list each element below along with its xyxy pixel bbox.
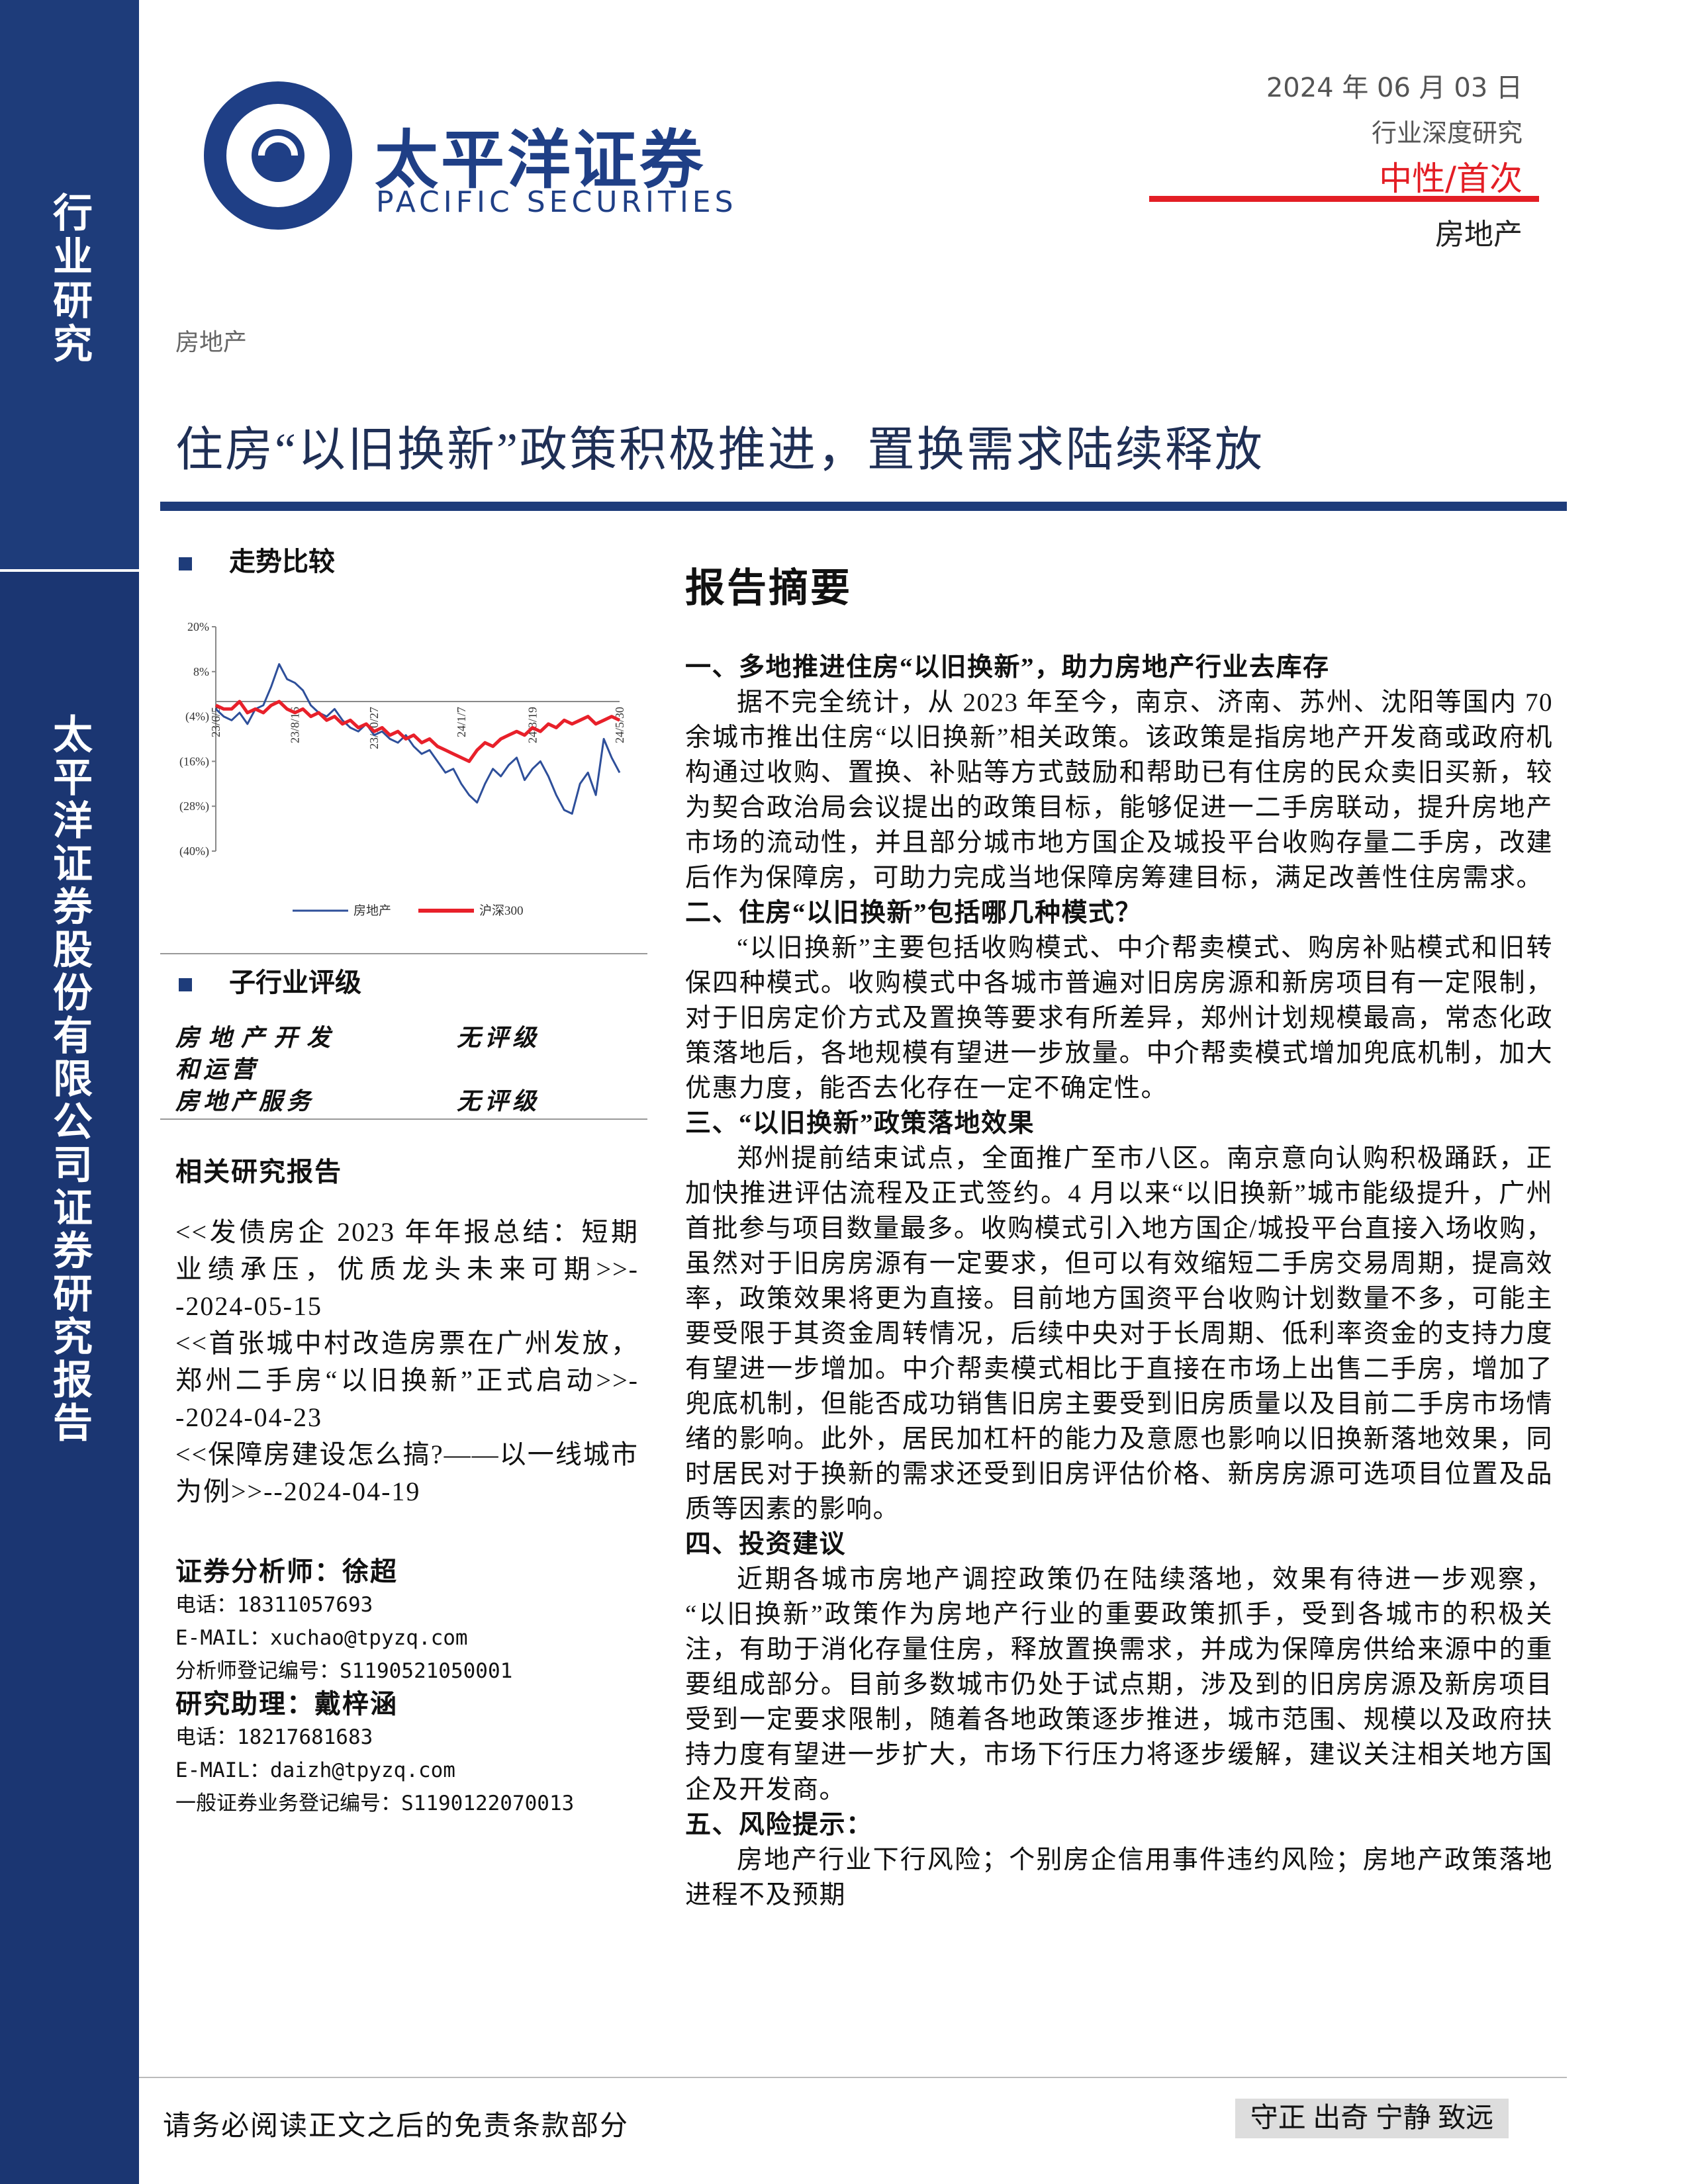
logo-ring-blue: [204, 81, 352, 230]
motto: 守正 出奇 宁静 致远: [1235, 2099, 1509, 2138]
logo-swirl: [258, 136, 298, 156]
related-title: 相关研究报告: [175, 1157, 342, 1187]
logo: [189, 46, 352, 254]
y-tick-label: 8%: [193, 665, 209, 678]
summary-title: 报告摘要: [685, 567, 852, 610]
related-report: <<保障房建设怎么搞?——以一线城市为例>>--2024-04-19: [175, 1439, 639, 1506]
analyst-line: 电话：18311057693: [175, 1593, 373, 1617]
legend-label: 沪深300: [479, 903, 524, 918]
y-tick-label: (16%): [179, 754, 209, 768]
rating: 中性/首次: [1379, 159, 1523, 198]
section-text: 近期各城市房地产调控政策仍在陆续落地，效果有待进一步观察，“以旧换新”政策作为房…: [685, 1565, 1553, 1804]
industry: 房地产: [1435, 218, 1523, 251]
sidebar-bottom: 太平洋证券股份有限公司证券研究报告: [0, 572, 139, 2184]
summary-body: 一、多地推进住房“以旧换新”，助力房地产行业去库存据不完全统计，从 2023 年…: [685, 650, 1553, 1913]
section-heading: 一、多地推进住房“以旧换新”，助力房地产行业去库存: [685, 653, 1330, 682]
analyst-title: 研究助理：戴梓涵: [175, 1689, 398, 1719]
report-title: 住房“以旧换新”政策积极推进，置换需求陆续释放: [175, 424, 1264, 477]
analyst-line: 分析师登记编号：S1190521050001: [175, 1659, 513, 1683]
sub-rating: 无评级: [457, 1088, 541, 1115]
y-tick-label: (40%): [179, 844, 209, 858]
sidebar-divider: [0, 569, 139, 572]
analysts: 证券分析师：徐超电话：18311057693 E-MAIL：xuchao@tpyz…: [175, 1555, 647, 1820]
section-text: 房地产行业下行风险；个别房企信用事件违约风险；房地产政策落地进程不及预期: [685, 1846, 1553, 1909]
legend-label: 房地产: [353, 903, 391, 918]
y-tick-label: (28%): [179, 799, 209, 813]
report-type: 行业深度研究: [1371, 118, 1523, 148]
chart-rule: [160, 953, 647, 954]
x-tick-label: 23/10/27: [367, 707, 381, 749]
related-list: <<发债房企 2023 年年报总结：短期业绩承压，优质龙头未来可期>>--202…: [175, 1214, 639, 1510]
report-date: 2024 年 06 月 03 日: [1266, 73, 1523, 103]
trend-heading: 走势比较: [179, 540, 335, 578]
y-tick-label: 20%: [187, 620, 209, 633]
x-tick-label: 23/6/5: [209, 707, 222, 737]
analyst-title: 证券分析师：徐超: [175, 1557, 398, 1586]
analyst-line: E-MAIL：xuchao@tpyzq.com: [175, 1626, 468, 1650]
trend-chart: 20% 8% (4%) (16%) (28%) (40%) 23/6/5 23/8/16 23/…: [179, 620, 626, 918]
analyst-line: 一般证券业务登记编号：S1190122070013: [175, 1792, 575, 1815]
rating-row: 房地产服务 无评级: [175, 1085, 647, 1117]
table-rule: [160, 1118, 647, 1120]
x-tick-label: 23/8/16: [289, 707, 302, 743]
section-heading: 四、投资建议: [685, 1530, 847, 1559]
section-text: “以旧换新”主要包括收购模式、中介帮卖模式、购房补贴模式和旧转保四种模式。收购模…: [685, 934, 1553, 1103]
related-report: <<首张城中村改造房票在广州发放，郑州二手房“以旧换新”正式启动>>--2024…: [175, 1328, 639, 1432]
bullet: [179, 978, 192, 991]
series-line: [214, 663, 621, 815]
sub-rating-table: 房地产开发和运营 无评级 房地产服务 无评级: [175, 1022, 647, 1117]
section-heading: 三、“以旧换新”政策落地效果: [685, 1109, 1035, 1138]
section-heading: 五、风险提示：: [685, 1811, 873, 1839]
x-tick-label: 24/3/19: [526, 707, 539, 743]
sub-rating-title: 子行业评级: [229, 968, 361, 997]
sidebar-top: 行业研究: [0, 0, 139, 569]
x-tick-label: 24/1/7: [455, 707, 468, 737]
rating-row: 房地产开发和运营 无评级: [175, 1022, 647, 1085]
disclaimer: 请务必阅读正文之后的免责条款部分: [163, 2111, 630, 2142]
title-rule: [160, 502, 1567, 511]
rating-rule: [1149, 196, 1539, 202]
logo-cn: 太平洋证券: [375, 123, 706, 197]
bullet: [179, 557, 192, 570]
trend-title: 走势比较: [229, 547, 335, 576]
sub-industry: 房地产服务: [175, 1088, 315, 1115]
rating-heading: 子行业评级: [179, 961, 361, 999]
logo-en: PACIFIC SECURITIES: [376, 185, 737, 219]
y-tick-label: (4%): [185, 710, 209, 724]
sub-industry: 房地产开发和运营: [175, 1024, 334, 1083]
series-line: [214, 700, 621, 763]
footer-rule: [139, 2077, 1567, 2078]
sub-rating: 无评级: [457, 1024, 541, 1051]
analyst-line: E-MAIL：daizh@tpyzq.com: [175, 1758, 455, 1782]
related-report: <<发债房企 2023 年年报总结：短期业绩承压，优质龙头未来可期>>--202…: [175, 1217, 639, 1321]
section-heading: 二、住房“以旧换新”包括哪几种模式？: [685, 899, 1143, 927]
category: 房地产: [175, 329, 248, 356]
x-tick-label: 24/5/30: [613, 707, 626, 743]
analyst-line: 电话：18217681683: [175, 1725, 373, 1749]
section-text: 郑州提前结束试点，全面推广至市八区。南京意向认购积极踊跃，正加快推进评估流程及正…: [685, 1144, 1553, 1524]
section-text: 据不完全统计，从 2023 年至今，南京、济南、苏州、沈阳等国内 70 余城市推…: [685, 688, 1553, 892]
